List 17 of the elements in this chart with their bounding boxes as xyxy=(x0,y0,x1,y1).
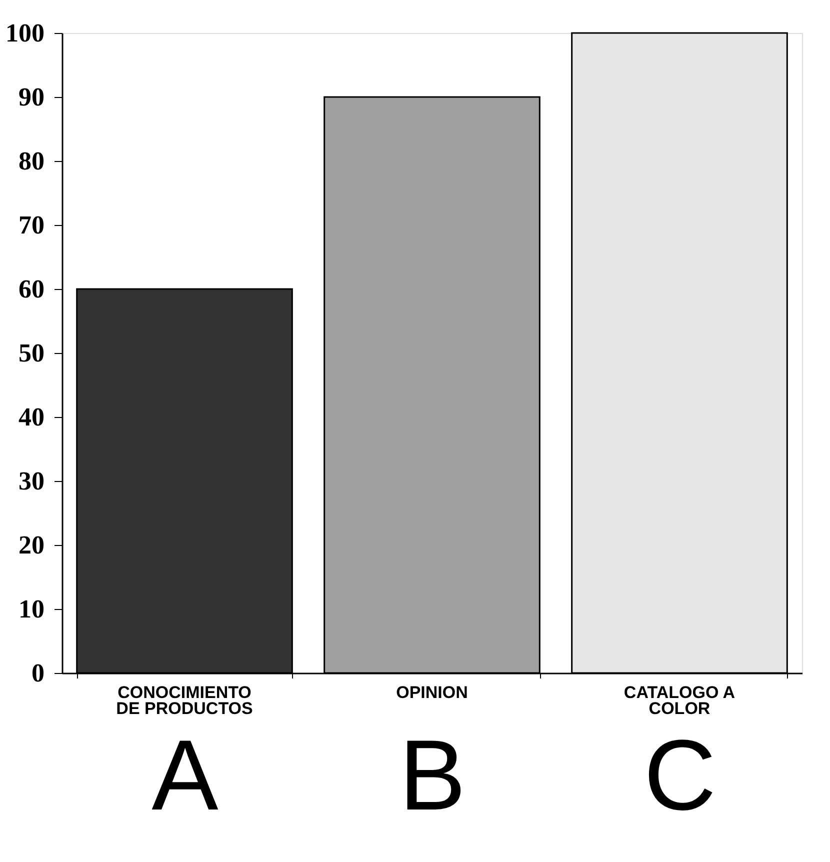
y-tick-label: 40 xyxy=(18,402,44,432)
x-tick-label: A xyxy=(152,720,219,832)
y-tick-label: 50 xyxy=(18,338,44,368)
y-tick-label: 70 xyxy=(18,210,44,240)
y-tick-label: 20 xyxy=(18,530,44,560)
y-tick-label: 0 xyxy=(32,658,44,688)
x-tick-label: B xyxy=(399,720,466,832)
x-tick-label: C xyxy=(644,720,716,832)
y-tick-label: 100 xyxy=(6,18,44,48)
y-tick-label: 80 xyxy=(18,146,44,176)
y-tick-label: 60 xyxy=(18,274,44,304)
y-tick-label: 30 xyxy=(18,466,44,496)
y-tick-label: 90 xyxy=(18,82,44,112)
text: OPINION xyxy=(396,683,468,702)
y-tick-label: 10 xyxy=(18,594,44,624)
text: CATALOGO A COLOR xyxy=(624,683,736,718)
text: CONOCIMIENTO DE PRODUCTOS xyxy=(116,683,253,718)
